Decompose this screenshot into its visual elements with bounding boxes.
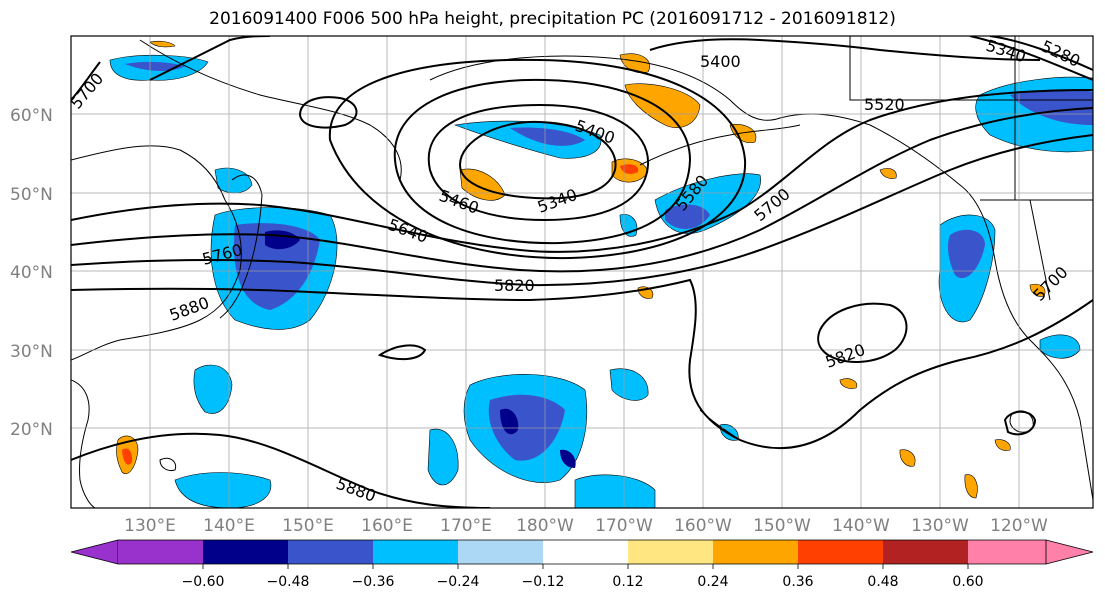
colorbar-segment [373, 540, 458, 564]
precip-negative-areas [109, 54, 1093, 508]
colorbar-segment [458, 540, 543, 564]
colorbar-segment [543, 540, 628, 564]
colorbar-tick-label: −0.24 [437, 574, 480, 590]
colorbar-tick-label: 0.48 [867, 574, 898, 590]
lat-label: 30°N [10, 342, 53, 362]
colorbar-segment [288, 540, 373, 564]
lat-label: 50°N [10, 185, 53, 205]
colorbar-segment [713, 540, 798, 564]
colorbar-tick-label: −0.36 [352, 574, 395, 590]
colorbar-tick-label: 0.12 [612, 574, 643, 590]
map-border [70, 35, 1094, 509]
colorbar-extend-min [70, 539, 119, 565]
graticule [71, 36, 1093, 508]
colorbar-tick-label: 0.24 [697, 574, 728, 590]
lon-label: 130°W [911, 516, 969, 536]
lon-label: 170°E [440, 516, 492, 536]
colorbar-outline [118, 539, 1046, 565]
precip-positive-areas [116, 40, 1046, 499]
lon-label: 160°E [361, 516, 413, 536]
colorbar-tick-label: −0.12 [522, 574, 565, 590]
lon-label: 150°W [753, 516, 811, 536]
lon-label: 170°W [595, 516, 653, 536]
colorbar-tick-label: 0.60 [952, 574, 983, 590]
lon-label: 140°E [203, 516, 255, 536]
longitude-labels: 130°E 140°E 150°E 160°E 170°E 180°W 170°… [124, 516, 1048, 536]
lon-label: 160°W [674, 516, 732, 536]
lon-label: 140°W [832, 516, 890, 536]
map-title: 2016091400 F006 500 hPa height, precipit… [209, 9, 896, 29]
colorbar-segment [628, 540, 713, 564]
contour-label: 5520 [864, 95, 905, 114]
latitude-labels: 60°N 50°N 40°N 30°N 20°N [10, 106, 53, 440]
colorbar-segment [968, 540, 1046, 564]
colorbar-segment [203, 540, 288, 564]
colorbar-tick-label: −0.60 [182, 574, 225, 590]
lon-label: 130°E [124, 516, 176, 536]
lon-label: 150°E [282, 516, 334, 536]
lon-label: 120°W [990, 516, 1048, 536]
lat-label: 60°N [10, 106, 53, 126]
colorbar-segment [118, 540, 203, 564]
lon-label: 180°W [516, 516, 574, 536]
lat-label: 40°N [10, 263, 53, 283]
colorbar-extend-max [1045, 539, 1094, 565]
lat-label: 20°N [10, 420, 53, 440]
contour-label: 5820 [494, 276, 535, 295]
contour-label: 5400 [700, 52, 741, 71]
colorbar: −0.60 −0.48 −0.36 −0.24 −0.12 0.12 0.24 … [70, 539, 1094, 590]
colorbar-tick-label: −0.48 [267, 574, 310, 590]
colorbar-segment [883, 540, 968, 564]
height-contours [71, 36, 1093, 508]
colorbar-ticks [202, 564, 969, 569]
colorbar-tick-label: 0.36 [782, 574, 813, 590]
colorbar-segment [798, 540, 883, 564]
